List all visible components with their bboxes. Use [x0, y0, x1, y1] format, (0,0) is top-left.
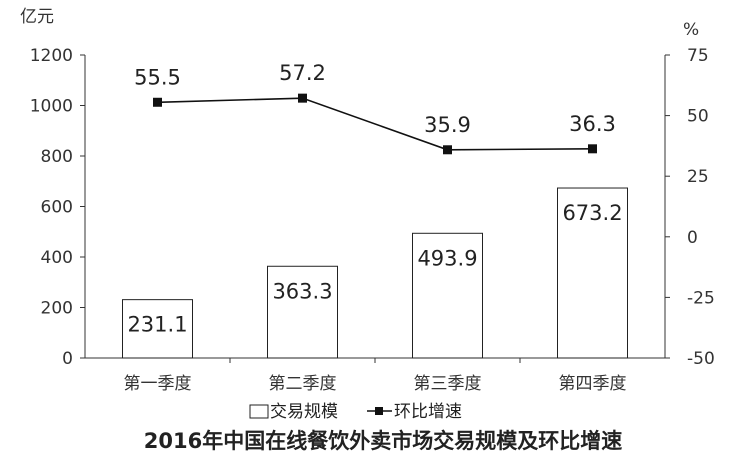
- category-label: 第二季度: [269, 374, 337, 394]
- category-label: 第一季度: [124, 374, 192, 394]
- line-marker: [153, 97, 162, 107]
- bar-value-label: 673.2: [562, 201, 622, 225]
- axes: 0 200 400 600 800 1000 1200 -50 -25 0 25 50 75: [30, 46, 715, 369]
- legend-label-line: 环比增速: [394, 402, 462, 422]
- right-tick-label: 25: [687, 167, 709, 187]
- right-axis-unit: %: [683, 20, 699, 40]
- line-series: 55.5 57.2 35.9 36.3: [134, 61, 616, 155]
- right-tick-label: 75: [687, 46, 709, 66]
- line-value-label: 57.2: [279, 61, 326, 85]
- bar: [412, 232, 483, 359]
- bar: [122, 299, 193, 359]
- right-tick-label: -50: [687, 349, 715, 369]
- left-tick-label: 400: [41, 248, 73, 268]
- left-tick-label: 800: [41, 147, 73, 167]
- left-tick-label: 600: [41, 198, 73, 218]
- category-labels: 第一季度 第二季度 第三季度 第四季度: [124, 374, 627, 394]
- line-marker: [443, 145, 452, 155]
- category-label: 第三季度: [414, 374, 482, 394]
- right-tick-label: 0: [687, 228, 698, 248]
- category-label: 第四季度: [559, 374, 627, 394]
- growth-line: [157, 97, 593, 151]
- bar-value-label: 231.1: [127, 313, 187, 337]
- legend-swatch-bar: [249, 404, 269, 419]
- line-value-label: 35.9: [424, 113, 471, 137]
- bar-value-label: 363.3: [272, 279, 332, 303]
- right-tick-label: -25: [687, 288, 715, 308]
- left-axis-unit: 亿元: [20, 7, 54, 27]
- left-tick-label: 200: [41, 299, 73, 319]
- line-marker: [588, 144, 597, 154]
- left-tick-label: 1200: [30, 46, 73, 66]
- line-value-label: 55.5: [134, 65, 181, 89]
- line-value-label: 36.3: [569, 112, 616, 136]
- legend-label-bar: 交易规模: [270, 402, 338, 422]
- chart-title: 2016年中国在线餐饮外卖市场交易规模及环比增速: [144, 429, 622, 453]
- line-marker: [298, 93, 307, 103]
- bar: [557, 187, 628, 359]
- bar-value-label: 493.9: [417, 246, 477, 270]
- left-tick-label: 0: [62, 349, 73, 369]
- right-tick-label: 50: [687, 107, 709, 127]
- left-tick-label: 1000: [30, 97, 73, 117]
- legend: 交易规模 环比增速: [249, 402, 462, 422]
- legend-marker: [375, 407, 383, 415]
- bar-series: 231.1 363.3 493.9 673.2: [122, 187, 628, 359]
- bar: [267, 265, 338, 359]
